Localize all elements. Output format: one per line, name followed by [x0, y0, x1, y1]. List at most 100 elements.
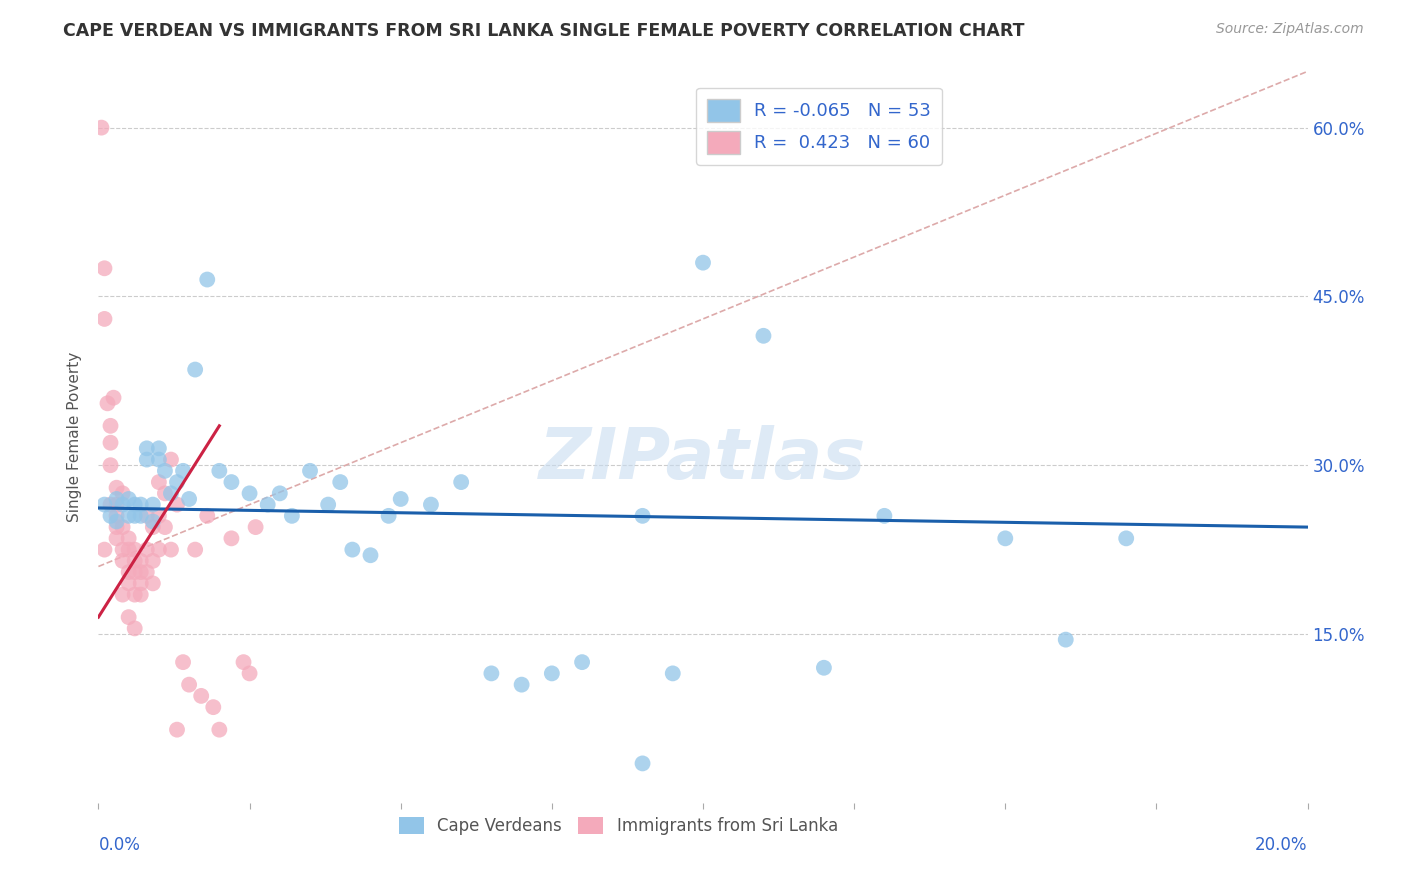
Point: [160, 452, 183, 467]
Point: [90, 120, 112, 135]
Point: [184, 362, 207, 376]
Point: [631, 756, 654, 771]
Point: [111, 588, 134, 602]
Point: [100, 418, 122, 433]
Legend: Cape Verdeans, Immigrants from Sri Lanka: Cape Verdeans, Immigrants from Sri Lanka: [392, 811, 845, 842]
Point: [481, 666, 503, 681]
Point: [111, 498, 134, 512]
Text: Source: ZipAtlas.com: Source: ZipAtlas.com: [1216, 22, 1364, 37]
Point: [420, 498, 443, 512]
Point: [100, 458, 122, 473]
Point: [124, 542, 146, 557]
Point: [153, 464, 176, 478]
Point: [124, 565, 146, 579]
Point: [281, 508, 304, 523]
Point: [1115, 532, 1137, 546]
Point: [450, 475, 472, 489]
Point: [153, 520, 176, 534]
Point: [118, 508, 141, 523]
Point: [631, 508, 654, 523]
Point: [124, 508, 146, 523]
Point: [129, 565, 152, 579]
Point: [124, 588, 146, 602]
Point: [160, 486, 183, 500]
Point: [994, 532, 1017, 546]
Point: [118, 565, 141, 579]
Point: [316, 498, 339, 512]
Point: [571, 655, 593, 669]
Point: [813, 661, 835, 675]
Point: [510, 678, 533, 692]
Point: [124, 498, 146, 512]
Point: [166, 475, 188, 489]
Point: [124, 554, 146, 568]
Point: [195, 508, 218, 523]
Text: 0.0%: 0.0%: [98, 836, 141, 854]
Point: [118, 610, 141, 624]
Point: [142, 554, 165, 568]
Point: [256, 498, 278, 512]
Point: [124, 621, 146, 635]
Point: [389, 491, 412, 506]
Text: CAPE VERDEAN VS IMMIGRANTS FROM SRI LANKA SINGLE FEMALE POVERTY CORRELATION CHAR: CAPE VERDEAN VS IMMIGRANTS FROM SRI LANK…: [63, 22, 1025, 40]
Point: [105, 508, 128, 523]
Point: [135, 452, 157, 467]
Point: [142, 498, 165, 512]
Point: [172, 464, 194, 478]
Point: [160, 542, 183, 557]
Point: [135, 508, 157, 523]
Point: [105, 498, 128, 512]
Point: [166, 723, 188, 737]
Point: [105, 520, 128, 534]
Point: [377, 508, 399, 523]
Point: [239, 666, 262, 681]
Point: [93, 312, 115, 326]
Point: [299, 464, 322, 478]
Point: [142, 515, 165, 529]
Point: [208, 723, 231, 737]
Point: [93, 498, 115, 512]
Point: [135, 565, 157, 579]
Point: [692, 255, 714, 269]
Point: [105, 481, 128, 495]
Point: [142, 576, 165, 591]
Point: [873, 508, 896, 523]
Point: [100, 435, 122, 450]
Text: ZIPatlas: ZIPatlas: [540, 425, 866, 493]
Point: [752, 328, 775, 343]
Point: [329, 475, 352, 489]
Point: [111, 542, 134, 557]
Point: [172, 655, 194, 669]
Point: [221, 475, 243, 489]
Point: [118, 491, 141, 506]
Point: [269, 486, 291, 500]
Point: [202, 700, 225, 714]
Point: [142, 520, 165, 534]
Point: [93, 542, 115, 557]
Point: [166, 498, 188, 512]
Point: [661, 666, 683, 681]
Point: [190, 689, 212, 703]
Point: [179, 678, 201, 692]
Point: [105, 491, 128, 506]
Point: [184, 542, 207, 557]
Point: [342, 542, 364, 557]
Point: [148, 475, 170, 489]
Point: [118, 542, 141, 557]
Point: [100, 508, 122, 523]
Point: [239, 486, 262, 500]
Text: 20.0%: 20.0%: [1256, 836, 1308, 854]
Point: [129, 498, 152, 512]
Point: [93, 261, 115, 276]
Point: [148, 452, 170, 467]
Point: [129, 508, 152, 523]
Point: [129, 588, 152, 602]
Point: [111, 486, 134, 500]
Point: [1054, 632, 1077, 647]
Point: [195, 272, 218, 286]
Point: [208, 464, 231, 478]
Point: [148, 542, 170, 557]
Point: [360, 548, 382, 562]
Point: [129, 554, 152, 568]
Point: [118, 576, 141, 591]
